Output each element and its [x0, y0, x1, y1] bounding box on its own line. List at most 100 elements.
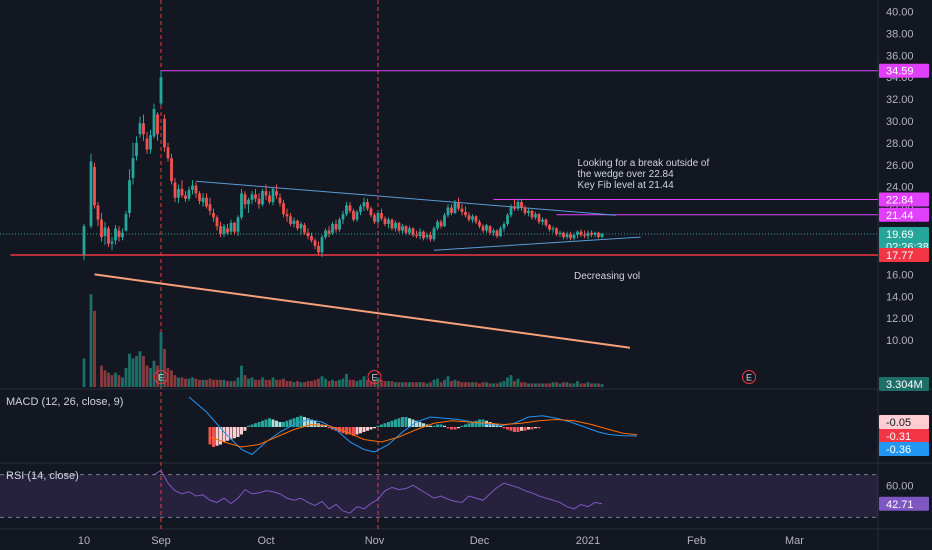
volume-bar [257, 379, 261, 387]
candle [341, 210, 345, 224]
candle [310, 232, 313, 243]
volume-bar [184, 378, 187, 387]
candle-body [481, 226, 485, 231]
chart-annotation: Looking for a break outside of the wedge … [578, 158, 710, 191]
macd-histogram-bar [236, 427, 240, 437]
candle-body [516, 202, 520, 209]
macd-histogram-bar [352, 427, 355, 436]
candle [481, 223, 485, 233]
candle-body [135, 142, 138, 157]
macd-histogram-bar [450, 427, 453, 430]
candle [93, 162, 96, 209]
volume-bar [387, 381, 390, 387]
candle [212, 208, 215, 222]
candle [359, 204, 362, 216]
candle [495, 229, 499, 239]
macd-histogram-bar [254, 423, 257, 427]
macd-badge: -0.31 [879, 429, 929, 443]
volume-bar [124, 367, 128, 387]
rsi-tick-label: 60.00 [886, 480, 914, 492]
macd-line [188, 396, 638, 456]
macd-histogram-bar [219, 427, 222, 445]
svg-text:-0.36: -0.36 [886, 444, 911, 456]
volume-bar [208, 378, 212, 387]
volume-bar [355, 381, 359, 387]
candle-body [366, 202, 369, 209]
candle [422, 230, 425, 241]
svg-text:60.00: 60.00 [886, 480, 914, 492]
svg-text:34.59: 34.59 [886, 66, 914, 78]
candle-body [236, 217, 240, 232]
candle [289, 213, 292, 227]
candle-body [520, 202, 523, 208]
candle [425, 232, 429, 240]
time-tick-label: Nov [365, 535, 385, 547]
candle [180, 180, 184, 198]
candle [243, 191, 247, 209]
candle-body [600, 233, 604, 238]
volume-bar [166, 367, 170, 387]
candle [152, 103, 156, 139]
volume-bar [562, 382, 565, 387]
candle-body [205, 197, 208, 207]
volume-bar [460, 382, 464, 387]
candle-body [327, 230, 331, 234]
volume-bar [334, 381, 338, 387]
candle-body [166, 147, 170, 159]
candle-body [488, 226, 492, 233]
macd-histogram-bar [366, 427, 369, 431]
volume-bar [205, 379, 208, 387]
candle [411, 227, 415, 238]
macd-histogram-bar [527, 427, 530, 430]
candle [453, 199, 457, 215]
candle-body [387, 219, 390, 224]
volume-bar [215, 379, 219, 387]
volume-bar [299, 382, 303, 387]
candle-body [264, 191, 268, 196]
volume-bar [226, 381, 229, 387]
candle [201, 193, 205, 207]
volume-bar [516, 378, 520, 387]
candle [324, 228, 327, 240]
volume-bar [254, 379, 257, 387]
candle-body [229, 222, 233, 232]
candle-body [436, 221, 439, 229]
volume-bar [261, 377, 264, 387]
candle [236, 215, 240, 237]
volume-bar [233, 381, 236, 387]
candle [572, 232, 576, 241]
volume-bar [436, 378, 439, 387]
volume-bar [467, 382, 471, 387]
volume-bar [450, 381, 453, 387]
price-tick-label: 40.00 [886, 6, 914, 18]
macd-histogram-bar [348, 427, 352, 435]
volume-bar [509, 375, 513, 387]
candle [327, 226, 331, 238]
candle [103, 221, 107, 245]
candle-body [586, 232, 590, 237]
volume-bar [474, 382, 478, 387]
candle-body [499, 228, 502, 237]
candle-body [495, 230, 499, 237]
candle-body [572, 234, 576, 239]
candle-body [306, 232, 310, 237]
candle [138, 116, 142, 138]
candle [320, 234, 324, 257]
volume-bar [520, 382, 523, 387]
candle-body [159, 77, 163, 104]
earnings-event-icon: E [742, 370, 756, 384]
macd-histogram-bar [226, 427, 229, 441]
candle-body [583, 234, 586, 237]
volume-bar [583, 383, 586, 387]
price-tick-label: 26.00 [886, 160, 914, 172]
macd-histogram-bar [268, 418, 271, 427]
chart-annotation: Decreasing vol [574, 271, 640, 282]
candle-body [394, 222, 397, 229]
time-tick-label: 10 [78, 535, 90, 547]
candle [590, 230, 593, 238]
volume-bar [464, 382, 467, 387]
volume-bar [600, 384, 604, 387]
candle-body [121, 232, 124, 238]
candle [478, 219, 481, 229]
